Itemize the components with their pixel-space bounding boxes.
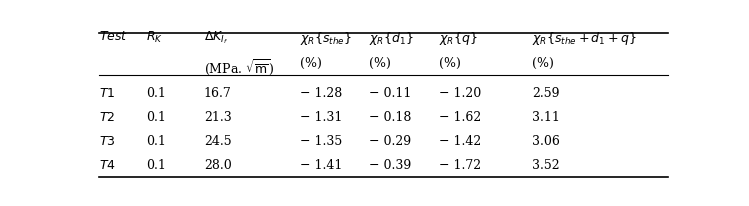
Text: (%): (%): [439, 56, 461, 69]
Text: 21.3: 21.3: [204, 110, 231, 123]
Text: 0.1: 0.1: [146, 134, 166, 147]
Text: 3.06: 3.06: [532, 134, 560, 147]
Text: $\chi_R\{s_{the}\}$: $\chi_R\{s_{the}\}$: [300, 29, 352, 46]
Text: 2.59: 2.59: [532, 87, 560, 99]
Text: − 1.42: − 1.42: [439, 134, 482, 147]
Text: − 1.31: − 1.31: [300, 110, 342, 123]
Text: 0.1: 0.1: [146, 110, 166, 123]
Text: (%): (%): [300, 56, 321, 69]
Text: (%): (%): [532, 56, 554, 69]
Text: 0.1: 0.1: [146, 87, 166, 99]
Text: $\chi_R\{s_{the}+d_1+q\}$: $\chi_R\{s_{the}+d_1+q\}$: [532, 29, 637, 46]
Text: $\Delta K_{I_f}$: $\Delta K_{I_f}$: [204, 29, 228, 46]
Text: − 0.11: − 0.11: [369, 87, 412, 99]
Text: − 0.29: − 0.29: [369, 134, 411, 147]
Text: − 1.62: − 1.62: [439, 110, 482, 123]
Text: − 1.41: − 1.41: [300, 158, 342, 171]
Text: 16.7: 16.7: [204, 87, 231, 99]
Text: $\chi_R\{d_1\}$: $\chi_R\{d_1\}$: [369, 29, 414, 46]
Text: (MPa. $\sqrt{\overline{\mathrm{m}}}$): (MPa. $\sqrt{\overline{\mathrm{m}}}$): [204, 56, 274, 76]
Text: $\chi_R\{q\}$: $\chi_R\{q\}$: [439, 29, 478, 46]
Text: − 1.20: − 1.20: [439, 87, 482, 99]
Text: $\mathit{Test}$: $\mathit{Test}$: [100, 29, 129, 42]
Text: $\mathit{T3}$: $\mathit{T3}$: [100, 134, 116, 147]
Text: − 0.39: − 0.39: [369, 158, 412, 171]
Text: − 0.18: − 0.18: [369, 110, 412, 123]
Text: − 1.28: − 1.28: [300, 87, 342, 99]
Text: $\mathit{T2}$: $\mathit{T2}$: [100, 110, 115, 123]
Text: 3.52: 3.52: [532, 158, 560, 171]
Text: 28.0: 28.0: [204, 158, 231, 171]
Text: $R_K$: $R_K$: [146, 29, 163, 44]
Text: 0.1: 0.1: [146, 158, 166, 171]
Text: $\mathit{T1}$: $\mathit{T1}$: [100, 87, 116, 99]
Text: (%): (%): [369, 56, 391, 69]
Text: $\mathit{T4}$: $\mathit{T4}$: [100, 158, 116, 171]
Text: − 1.35: − 1.35: [300, 134, 342, 147]
Text: 3.11: 3.11: [532, 110, 560, 123]
Text: 24.5: 24.5: [204, 134, 231, 147]
Text: − 1.72: − 1.72: [439, 158, 481, 171]
